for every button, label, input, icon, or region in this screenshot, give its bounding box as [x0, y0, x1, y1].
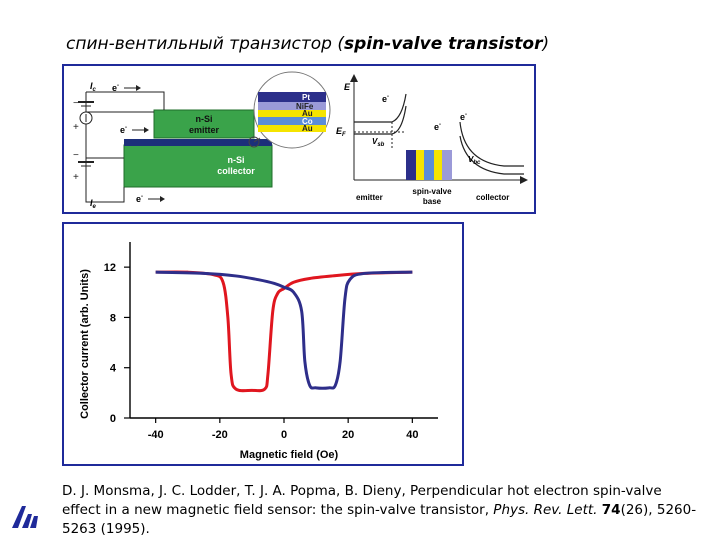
collector-wire-2 [85, 178, 125, 203]
x-tick-label: 0 [281, 429, 287, 441]
svg-text:e-: e- [112, 83, 119, 93]
electron-arrow-2: e- [120, 125, 149, 135]
reference-text: D. J. Monsma, J. C. Lodder, T. J. A. Pop… [62, 482, 702, 539]
collector-current-chart: Collector current (arb. Units) Magnetic … [79, 242, 438, 461]
electron-arrow-3: e- [136, 194, 165, 204]
series-line-2 [155, 270, 413, 390]
y-axis-label: Collector current (arb. Units) [79, 269, 91, 419]
layer-pt: Pt [302, 93, 310, 102]
y-tick-label: 4 [110, 363, 117, 375]
layer-au-2: Au [302, 124, 313, 133]
x-tick-label: 20 [342, 429, 354, 441]
layer-nife: NiFe [296, 102, 314, 111]
device-schematic: n-Si collector n-Si emitter − + − + Ic I… [73, 71, 528, 210]
series-line-1 [155, 270, 413, 393]
emitter-block [153, 109, 255, 139]
layer-stack: Pt NiFe Au Co Au [258, 92, 326, 133]
top-wire [86, 91, 165, 110]
y-tick-label: 12 [104, 262, 116, 274]
band-electron-3: e- [460, 112, 467, 122]
band-diagram: E EF Vsb Vbc Ee- e- e- emitter spin-valv… [336, 74, 528, 206]
vbc-label: Vbc [468, 155, 481, 166]
y-tick-label: 8 [110, 312, 116, 324]
emitter-label-2: emitter [189, 125, 220, 135]
page-title: спин-вентильный транзистор (spin-valve t… [66, 34, 550, 54]
collector-label-1: n-Si [228, 155, 245, 165]
band-collector-label: collector [476, 193, 509, 202]
collector-wire-1 [85, 132, 124, 159]
band-electron-2: e- [434, 122, 441, 132]
energy-axis-label: E [344, 82, 351, 92]
battery-1-plus: + [73, 122, 79, 133]
plot-series [155, 270, 413, 393]
reference-pages: (26), 5260-5263 (1995). [62, 502, 697, 537]
battery-1-minus: − [73, 98, 79, 109]
institution-logo-icon [12, 506, 38, 528]
ic-label: Ic [90, 81, 97, 93]
band-base-label-2: base [423, 197, 442, 206]
band-electron-1: Ee- [382, 94, 389, 104]
plot-axes: 0 4 8 12 -40 -20 0 20 40 [104, 242, 438, 441]
device-schematic-panel: n-Si collector n-Si emitter − + − + Ic I… [62, 64, 536, 214]
base-layer [124, 139, 272, 146]
y-tick-label: 0 [110, 413, 116, 425]
emitter-label-1: n-Si [196, 114, 213, 124]
svg-text:e-: e- [136, 194, 143, 204]
collector-block [123, 144, 273, 188]
ie-label: Ie [90, 198, 97, 210]
band-emitter-label: emitter [356, 193, 383, 202]
svg-text:e-: e- [120, 125, 127, 135]
fermi-label: EF [336, 126, 346, 138]
layer-co: Co [302, 117, 313, 126]
reference-journal: Phys. Rev. Lett. [493, 502, 598, 518]
emitter-wire [85, 92, 154, 113]
battery-2-plus: + [73, 172, 79, 183]
electron-arrow-1: e- [112, 83, 141, 93]
layer-au-1: Au [302, 109, 313, 118]
x-tick-label: -40 [148, 429, 164, 441]
x-axis-label: Magnetic field (Oe) [240, 449, 339, 461]
vsb-label: Vsb [372, 137, 385, 148]
plot-panel: Collector current (arb. Units) Magnetic … [62, 222, 464, 466]
band-base-label-1: spin-valve [412, 187, 452, 196]
reference-volume: 74 [601, 502, 621, 518]
x-tick-label: -20 [212, 429, 228, 441]
magnifier-icon [248, 136, 260, 148]
collector-label-2: collector [217, 166, 255, 176]
reference-authors: D. J. Monsma, J. C. Lodder, T. J. A. Pop… [62, 483, 662, 518]
x-tick-label: 40 [406, 429, 418, 441]
battery-2-minus: − [73, 150, 79, 161]
